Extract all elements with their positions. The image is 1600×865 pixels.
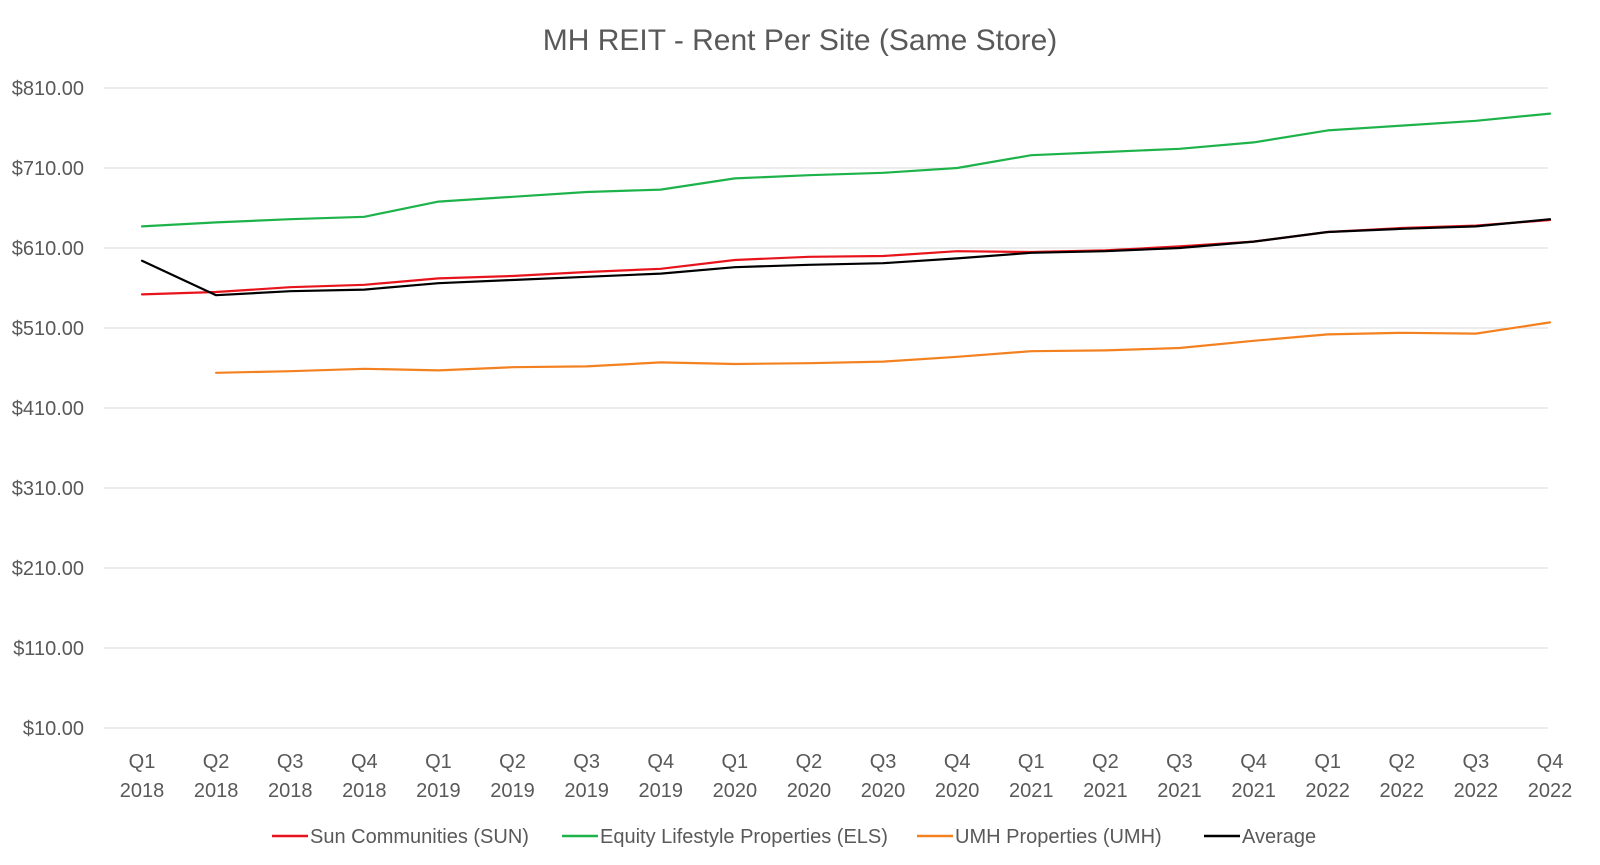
y-tick-label: $710.00 xyxy=(12,158,84,180)
x-tick-label: Q2 xyxy=(203,751,230,773)
x-tick-label: 2018 xyxy=(268,780,313,802)
x-tick-label: 2022 xyxy=(1454,780,1499,802)
x-tick-label: 2021 xyxy=(1157,780,1202,802)
x-tick-label: 2019 xyxy=(416,780,461,802)
x-tick-label: 2019 xyxy=(638,780,683,802)
x-tick-label: 2022 xyxy=(1380,780,1425,802)
x-tick-label: 2022 xyxy=(1305,780,1350,802)
legend-item: UMH Properties (UMH) xyxy=(917,826,1162,848)
legend-label: Average xyxy=(1242,826,1316,848)
x-tick-label: Q2 xyxy=(499,751,526,773)
legend-label: UMH Properties (UMH) xyxy=(955,826,1162,848)
x-tick-label: Q3 xyxy=(1166,751,1193,773)
gridlines xyxy=(104,87,1548,729)
x-tick-label: 2021 xyxy=(1231,780,1276,802)
x-tick-label: 2018 xyxy=(342,780,387,802)
x-tick-label: Q3 xyxy=(870,751,897,773)
x-tick-label: Q3 xyxy=(277,751,304,773)
chart-title: MH REIT - Rent Per Site (Same Store) xyxy=(543,24,1058,57)
y-tick-label: $410.00 xyxy=(12,398,84,420)
x-tick-label: 2018 xyxy=(120,780,165,802)
legend-item: Average xyxy=(1204,826,1316,848)
x-tick-label: Q4 xyxy=(944,751,971,773)
y-tick-label: $510.00 xyxy=(12,318,84,340)
x-tick-label: Q3 xyxy=(573,751,600,773)
series-lines xyxy=(140,112,1552,374)
y-tick-label: $610.00 xyxy=(12,238,84,260)
legend-label: Equity Lifestyle Properties (ELS) xyxy=(600,826,888,848)
y-tick-label: $10.00 xyxy=(23,718,84,740)
x-tick-label: Q3 xyxy=(1463,751,1490,773)
x-tick-label: Q1 xyxy=(1314,751,1341,773)
x-tick-label: Q2 xyxy=(1388,751,1415,773)
series-line-average xyxy=(140,218,1552,297)
x-tick-label: Q2 xyxy=(1092,751,1119,773)
x-tick-label: 2019 xyxy=(564,780,609,802)
x-tick-label: 2020 xyxy=(787,780,832,802)
legend-item: Sun Communities (SUN) xyxy=(272,826,529,848)
x-tick-label: 2022 xyxy=(1528,780,1573,802)
x-tick-label: 2020 xyxy=(935,780,980,802)
y-tick-label: $110.00 xyxy=(13,638,84,660)
x-tick-label: 2021 xyxy=(1009,780,1054,802)
x-tick-label: Q1 xyxy=(425,751,452,773)
legend: Sun Communities (SUN) Equity Lifestyle Pr… xyxy=(272,826,1316,848)
y-axis-ticks: $10.00 $110.00 $210.00 $310.00 $410.00 $510.0… xyxy=(12,78,84,740)
x-axis-ticks: Q1 2018 Q2 2018 Q3 2018 Q4 2018 Q1 2019 Q2 2019 Q3 20… xyxy=(120,751,1573,802)
y-tick-label: $810.00 xyxy=(12,78,84,100)
x-tick-label: Q1 xyxy=(1018,751,1045,773)
x-tick-label: Q4 xyxy=(351,751,378,773)
x-tick-label: Q4 xyxy=(1240,751,1267,773)
y-tick-label: $210.00 xyxy=(12,558,84,580)
x-tick-label: Q2 xyxy=(796,751,823,773)
x-tick-label: 2018 xyxy=(194,780,239,802)
legend-item: Equity Lifestyle Properties (ELS) xyxy=(562,826,888,848)
y-tick-label: $310.00 xyxy=(12,478,84,500)
x-tick-label: 2020 xyxy=(861,780,906,802)
x-tick-label: Q4 xyxy=(647,751,674,773)
x-tick-label: Q4 xyxy=(1537,751,1564,773)
x-tick-label: 2021 xyxy=(1083,780,1128,802)
x-tick-label: Q1 xyxy=(721,751,748,773)
x-tick-label: 2020 xyxy=(713,780,758,802)
series-line-umh-properties-umh xyxy=(215,321,1552,374)
series-line-equity-lifestyle-properties-els xyxy=(140,112,1552,228)
x-tick-label: Q1 xyxy=(129,751,156,773)
legend-label: Sun Communities (SUN) xyxy=(310,826,529,848)
x-tick-label: 2019 xyxy=(490,780,535,802)
